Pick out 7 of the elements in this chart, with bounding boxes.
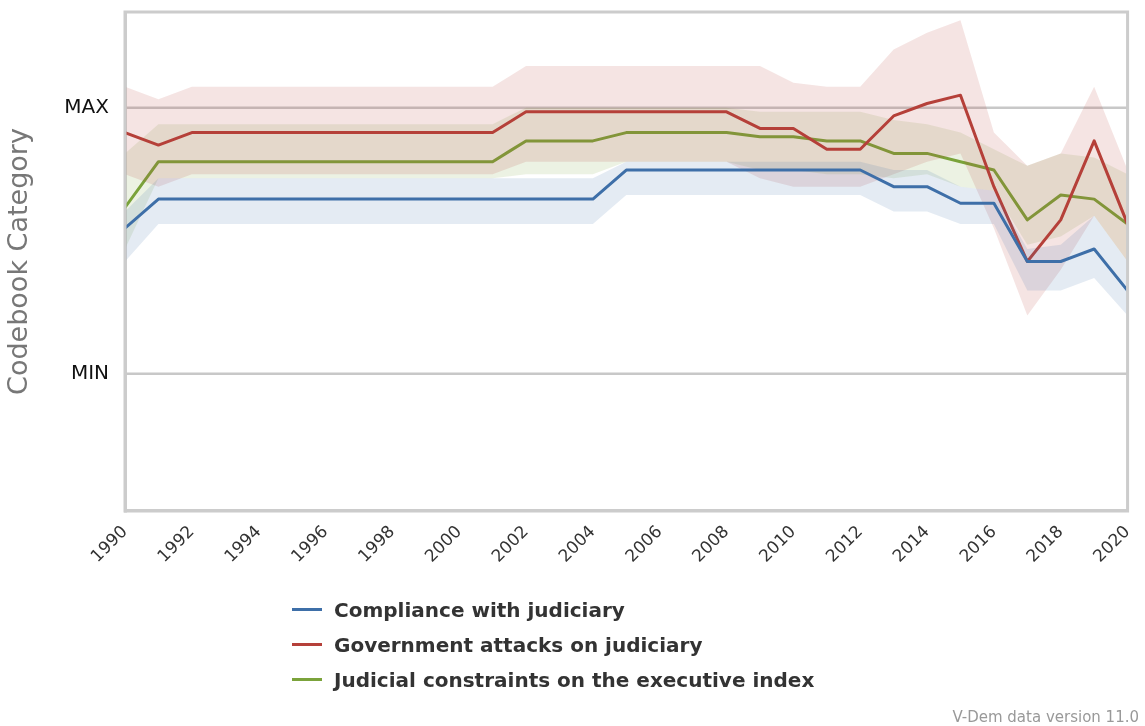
- ref-line-label: MIN: [70, 359, 109, 384]
- text: V-Dem data version 11.0: [952, 708, 1139, 726]
- y-axis-title: Codebook Category: [2, 128, 34, 395]
- legend-label: Government attacks on judiciary: [334, 632, 703, 657]
- legend-label: Judicial constraints on the executive index: [334, 667, 815, 692]
- legend-label: Compliance with judiciary: [334, 597, 625, 622]
- ref-line-label: MAX: [64, 93, 110, 118]
